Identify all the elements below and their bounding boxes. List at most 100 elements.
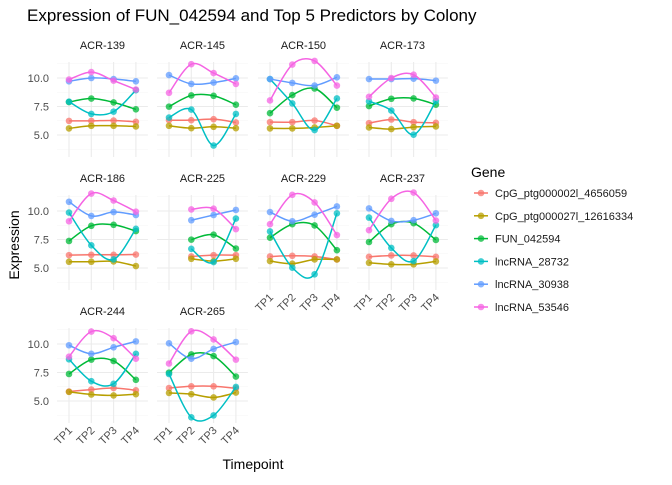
- data-point: [232, 338, 240, 346]
- data-point: [210, 79, 217, 86]
- data-point: [266, 228, 274, 235]
- data-point: [65, 217, 73, 225]
- legend-item: lncRNA_28732: [474, 256, 569, 268]
- legend-key-point: [477, 258, 485, 265]
- data-point: [210, 394, 217, 401]
- data-point: [232, 356, 240, 363]
- data-point: [65, 117, 73, 125]
- data-point: [165, 71, 173, 79]
- series-line: [269, 205, 338, 223]
- series-line: [269, 78, 338, 131]
- data-point: [65, 353, 73, 360]
- series-line: [68, 357, 137, 381]
- data-point: [65, 258, 73, 266]
- legend-item: lncRNA_53546: [474, 302, 569, 314]
- data-point: [110, 208, 117, 216]
- data-point: [210, 412, 217, 419]
- data-point: [266, 118, 274, 126]
- data-point: [333, 74, 341, 81]
- data-point: [232, 206, 240, 214]
- data-point: [410, 252, 417, 259]
- data-point: [388, 116, 395, 123]
- data-point: [88, 95, 95, 102]
- series-line: [68, 191, 137, 222]
- x-tick-label: TP3: [197, 425, 220, 448]
- series-line: [368, 190, 437, 231]
- data-point: [333, 209, 341, 217]
- data-point: [65, 198, 73, 206]
- data-point: [188, 60, 195, 68]
- series-line: [168, 107, 237, 147]
- data-point: [289, 61, 296, 68]
- legend-item: CpG_ptg000002l_4656059: [474, 188, 627, 200]
- facet-label: ACR-244: [80, 306, 125, 318]
- data-point: [410, 95, 417, 102]
- data-point: [388, 244, 395, 252]
- data-point: [110, 380, 117, 388]
- data-point: [88, 68, 95, 76]
- data-point: [110, 256, 117, 263]
- data-point: [232, 245, 240, 252]
- data-point: [65, 209, 73, 216]
- series-line: [168, 74, 237, 86]
- y-tick-label: 5.0: [34, 396, 49, 408]
- data-point: [289, 125, 296, 132]
- data-point: [266, 253, 274, 260]
- data-point: [132, 390, 140, 398]
- series-line: [269, 58, 338, 101]
- series-line: [168, 62, 237, 94]
- data-point: [188, 236, 195, 243]
- series-line: [368, 100, 437, 136]
- series-line: [168, 385, 236, 390]
- data-point: [365, 102, 373, 110]
- data-point: [188, 355, 195, 363]
- data-point: [165, 360, 173, 367]
- legend-label: lncRNA_30938: [495, 279, 569, 291]
- data-point: [110, 197, 117, 204]
- series-line: [269, 221, 338, 251]
- series-line: [68, 387, 136, 393]
- legend-label: CpG_ptg000027l_12616334: [495, 211, 633, 223]
- data-point: [65, 341, 73, 349]
- series-line: [368, 125, 436, 130]
- data-point: [410, 71, 417, 78]
- data-point: [432, 253, 440, 261]
- data-point: [65, 370, 73, 378]
- x-tick-label: TP3: [397, 292, 420, 315]
- facet-label: ACR-225: [180, 173, 225, 185]
- series-line: [368, 96, 437, 107]
- data-point: [132, 225, 140, 233]
- data-point: [266, 257, 274, 265]
- data-point: [188, 390, 195, 398]
- data-point: [165, 103, 173, 110]
- data-point: [188, 92, 195, 99]
- data-point: [289, 252, 296, 260]
- panel-acr-186: ACR-186 5.0 7.5 10.0: [28, 173, 148, 290]
- series-line: [68, 77, 136, 83]
- y-tick-label: 7.5: [34, 235, 49, 247]
- x-tick-label: TP2: [75, 425, 98, 448]
- data-point: [110, 357, 117, 365]
- data-point: [365, 214, 373, 221]
- data-point: [311, 199, 318, 206]
- data-point: [88, 222, 95, 230]
- data-point: [232, 75, 240, 82]
- series-line: [68, 260, 137, 267]
- data-point: [88, 258, 95, 266]
- data-point: [188, 414, 195, 421]
- data-point: [432, 258, 440, 265]
- legend-label: lncRNA_28732: [495, 256, 569, 268]
- data-point: [188, 382, 195, 390]
- x-tick-label: TP1: [52, 425, 75, 448]
- legend-key-point: [477, 235, 485, 242]
- x-tick-label: TP2: [375, 292, 398, 315]
- data-point: [165, 114, 173, 121]
- data-point: [432, 217, 440, 224]
- data-point: [365, 124, 373, 131]
- data-point: [165, 122, 173, 130]
- data-point: [388, 74, 395, 82]
- data-point: [110, 99, 117, 106]
- facet-label: ACR-145: [180, 40, 225, 52]
- x-tick-label: TP4: [219, 425, 242, 448]
- series-line: [68, 340, 137, 355]
